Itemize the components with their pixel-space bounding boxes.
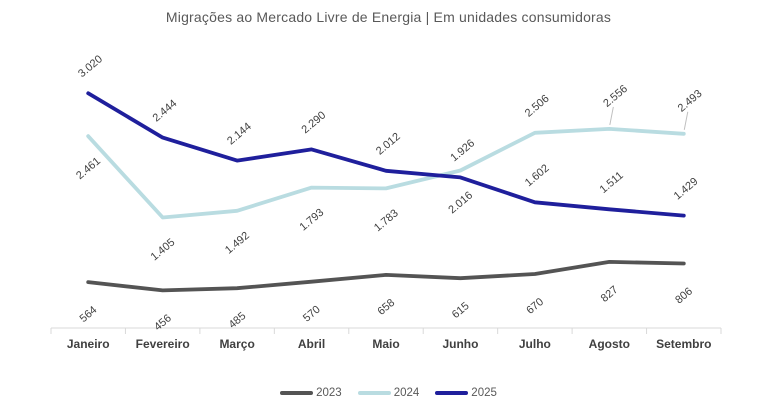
data-label: 564: [78, 304, 100, 325]
x-axis-label: Abril: [298, 337, 325, 351]
data-label: 806: [673, 285, 695, 306]
data-label: 2.144: [225, 121, 254, 148]
x-axis-label: Setembro: [656, 337, 711, 351]
legend-label-2024: 2024: [393, 387, 420, 399]
legend-label-2025: 2025: [471, 387, 497, 399]
legend-swatch-2024-icon: [357, 391, 391, 395]
data-label: 2.506: [523, 93, 552, 120]
legend-item-2025[interactable]: 2025: [435, 387, 497, 399]
x-axis-label: Fevereiro: [136, 337, 190, 351]
data-label: 2.016: [446, 189, 475, 216]
x-axis-label: Março: [219, 337, 254, 351]
legend-swatch-2023-icon: [280, 391, 314, 395]
legend-item-2024[interactable]: 2024: [357, 387, 420, 399]
data-label: 670: [524, 296, 546, 317]
data-label: 1.926: [448, 137, 477, 164]
x-axis-label: Maio: [372, 337, 399, 351]
legend-item-2023[interactable]: 2023: [280, 387, 342, 399]
legend-label-2023: 2023: [316, 387, 342, 399]
data-label: 1.602: [523, 162, 552, 189]
series-line-2024[interactable]: [86, 126, 686, 220]
x-axis-label: Julho: [519, 337, 551, 351]
chart-legend: 2023 2024 2025: [0, 387, 777, 399]
x-axis-label: Agosto: [589, 337, 630, 351]
data-label: 658: [375, 297, 397, 318]
x-axis-label: Janeiro: [67, 337, 110, 351]
data-label: 1.511: [598, 170, 626, 196]
data-label: 827: [599, 284, 621, 305]
data-label: 1.429: [672, 176, 701, 203]
x-axis-label: Junho: [442, 337, 478, 351]
data-label-leader-line: [609, 106, 614, 126]
data-label: 1.492: [223, 230, 252, 257]
data-label: 2.556: [601, 83, 630, 110]
data-label-leader-line: [683, 111, 689, 130]
data-label: 456: [152, 312, 174, 333]
data-label: 2.444: [151, 97, 180, 124]
series-line-2025[interactable]: [86, 91, 686, 218]
data-label: 615: [450, 300, 472, 321]
data-label: 1.783: [372, 207, 401, 234]
series-line-2023[interactable]: [86, 259, 686, 293]
data-label: 2.012: [374, 131, 403, 158]
data-label: 1.793: [297, 207, 326, 234]
data-label: 570: [301, 304, 323, 325]
chart-title: Migrações ao Mercado Livre de Energia | …: [165, 9, 612, 25]
data-label: 2.493: [676, 88, 705, 115]
data-label: 2.290: [299, 109, 328, 136]
data-label: 2.461: [74, 155, 103, 182]
data-label: 1.405: [149, 236, 178, 263]
legend-swatch-2025-icon: [435, 391, 469, 395]
data-label: 3.020: [76, 53, 105, 80]
